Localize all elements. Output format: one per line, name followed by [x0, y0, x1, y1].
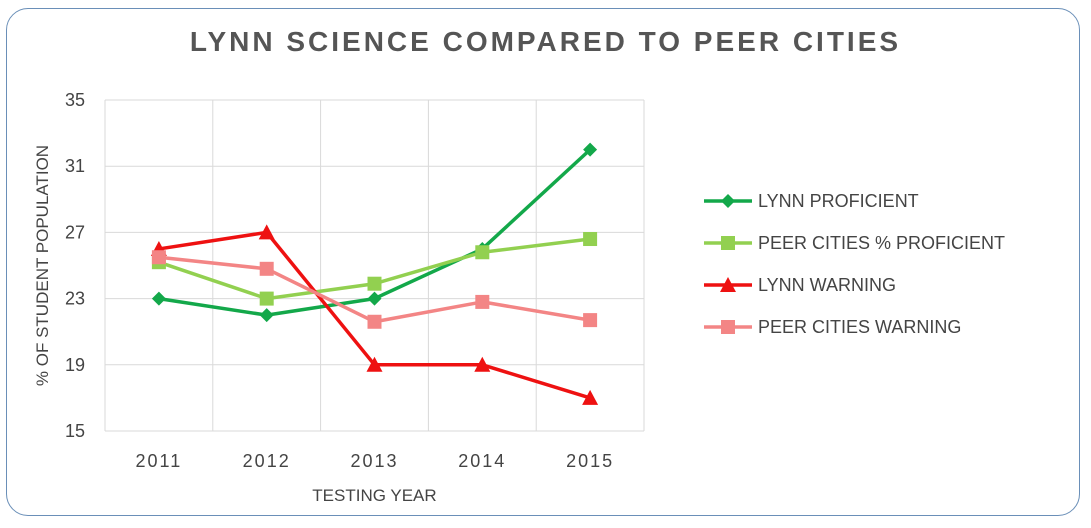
data-point-square: [367, 276, 382, 291]
y-tick-label: 27: [65, 222, 85, 242]
data-point-square: [583, 232, 598, 247]
series-peer-cities-warning: [151, 250, 598, 329]
y-tick-label: 31: [65, 156, 85, 176]
x-tick-label: 2014: [458, 451, 506, 471]
y-tick-label: 23: [65, 289, 85, 309]
data-point-square: [721, 236, 735, 250]
x-axis-title: TESTING YEAR: [312, 486, 436, 505]
data-point-square: [367, 314, 382, 329]
data-point-square: [475, 245, 490, 260]
x-axis-ticks: 2011 2012 2013 2014 2015: [136, 451, 614, 471]
series-group: [150, 142, 599, 405]
legend-label: LYNN WARNING: [758, 275, 896, 295]
data-point-square: [721, 320, 735, 334]
legend-label: PEER CITIES WARNING: [758, 317, 961, 337]
legend: LYNN PROFICIENT PEER CITIES % PROFICIENT L…: [704, 191, 1005, 337]
data-point-square: [259, 261, 274, 276]
y-tick-label: 19: [65, 355, 85, 375]
data-point-square: [259, 291, 274, 306]
series-lynn-warning: [150, 224, 599, 405]
data-point-triangle: [720, 277, 736, 292]
data-point-triangle: [366, 356, 383, 372]
y-tick-label: 15: [65, 421, 85, 441]
y-axis-ticks: 15 19 23 27 31 35: [65, 90, 85, 441]
data-point-diamond: [367, 291, 382, 306]
legend-label: LYNN PROFICIENT: [758, 191, 919, 211]
data-point-square: [583, 313, 598, 328]
grid-lines: [104, 99, 645, 432]
y-axis-title: % OF STUDENT POPULATION: [33, 145, 52, 386]
legend-item: LYNN WARNING: [704, 275, 896, 295]
data-point-diamond: [721, 194, 735, 208]
data-point-triangle: [474, 356, 491, 372]
data-point-diamond: [583, 142, 598, 157]
x-tick-label: 2012: [243, 451, 291, 471]
legend-label: PEER CITIES % PROFICIENT: [758, 233, 1005, 253]
data-point-square: [475, 294, 490, 309]
data-point-diamond: [259, 308, 274, 323]
x-tick-label: 2015: [566, 451, 614, 471]
data-point-triangle: [582, 389, 599, 405]
data-point-triangle: [258, 224, 275, 240]
x-tick-label: 2011: [136, 451, 183, 471]
x-tick-label: 2013: [350, 451, 398, 471]
legend-item: PEER CITIES WARNING: [704, 317, 961, 337]
chart-title: LYNN SCIENCE COMPARED TO PEER CITIES: [189, 26, 902, 57]
data-point-diamond: [151, 291, 166, 306]
y-tick-label: 35: [65, 90, 85, 110]
legend-item: PEER CITIES % PROFICIENT: [704, 233, 1005, 253]
data-point-square: [151, 250, 166, 265]
legend-item: LYNN PROFICIENT: [704, 191, 919, 211]
